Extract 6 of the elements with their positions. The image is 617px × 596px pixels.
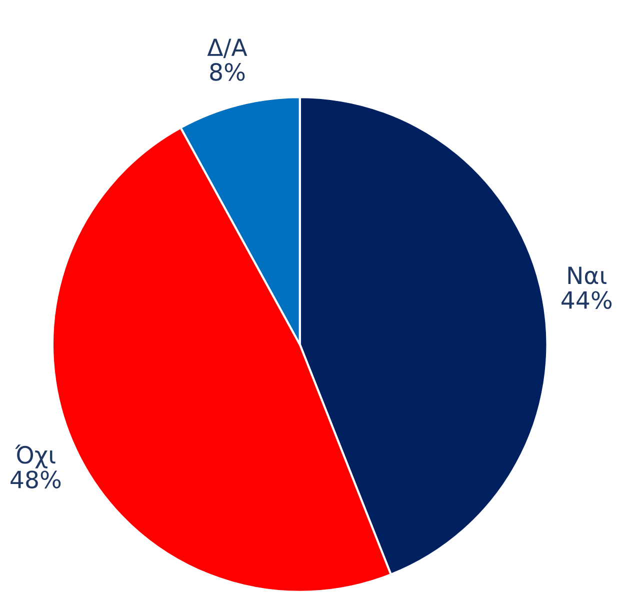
data-label: 48%: [10, 470, 61, 488]
data-label: 8%: [210, 63, 245, 81]
slice-label: Δ/Α: [207, 38, 248, 58]
slice-label: Ναι: [568, 266, 606, 284]
data-label: 44%: [562, 291, 612, 309]
slice-label: Όχι: [15, 444, 56, 468]
